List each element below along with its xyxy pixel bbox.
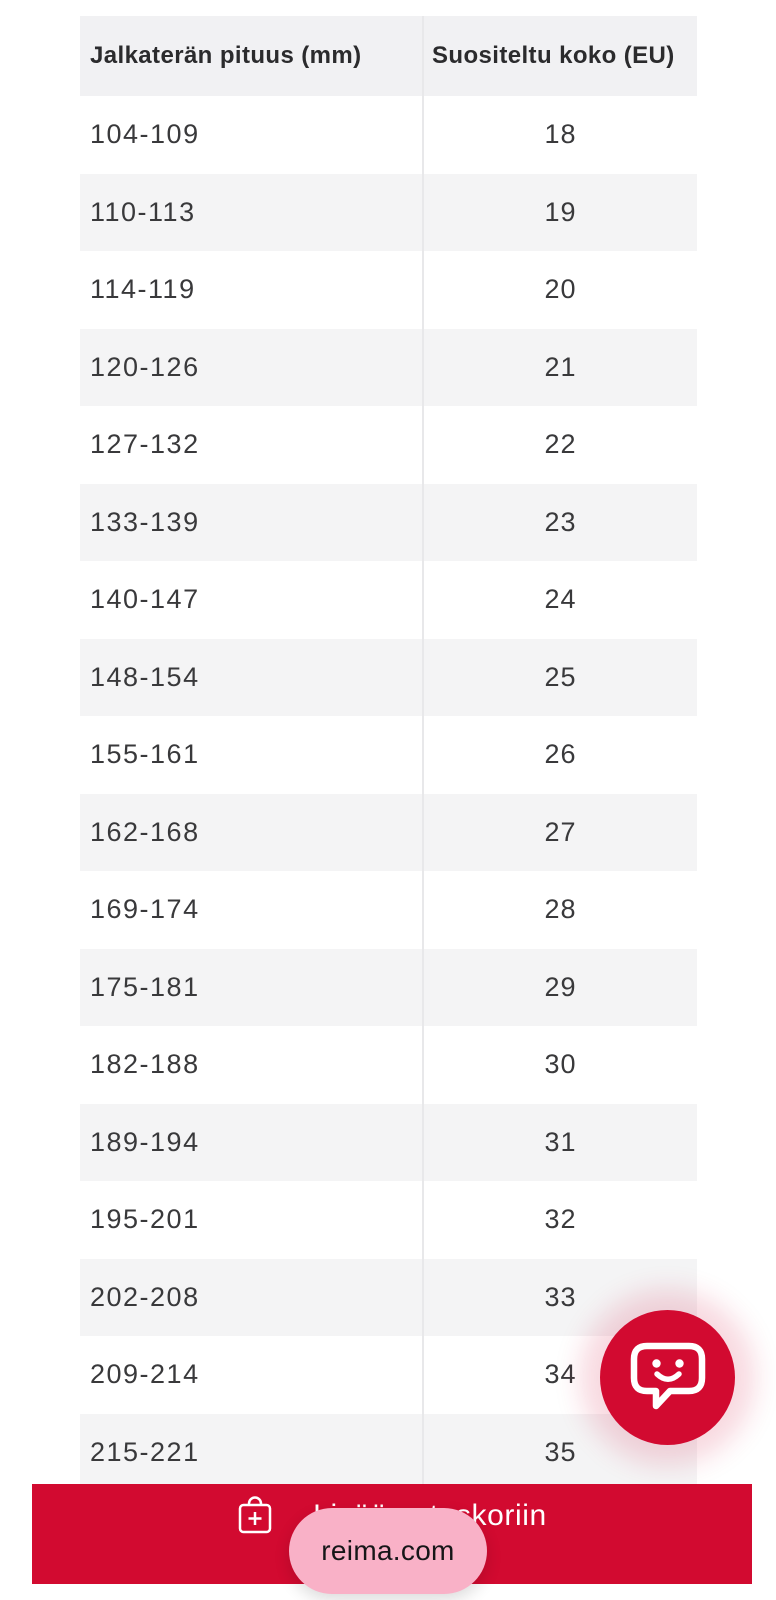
table-row: 110-113 19 [80, 173, 697, 251]
table-row: 133-139 23 [80, 483, 697, 561]
foot-length-cell: 148-154 [90, 661, 200, 692]
eu-size-cell: 18 [422, 96, 697, 174]
eu-size-cell: 33 [422, 1258, 697, 1336]
table-row: 155-161 26 [80, 716, 697, 794]
table-row: 114-119 20 [80, 251, 697, 329]
foot-length-cell: 182-188 [90, 1049, 200, 1080]
table-row: 215-221 35 [80, 1413, 697, 1491]
size-table[interactable]: Jalkaterän pituus (mm) Suositeltu koko (… [80, 16, 697, 1491]
size-table-header: Jalkaterän pituus (mm) Suositeltu koko (… [80, 16, 697, 96]
table-row: 209-214 34 [80, 1336, 697, 1414]
foot-length-cell: 133-139 [90, 506, 200, 537]
eu-size-cell: 20 [422, 251, 697, 329]
table-row: 148-154 25 [80, 638, 697, 716]
foot-length-cell: 175-181 [90, 971, 200, 1002]
header-foot-length: Jalkaterän pituus (mm) [90, 42, 362, 69]
foot-length-cell: 169-174 [90, 894, 200, 925]
foot-length-cell: 120-126 [90, 351, 200, 382]
foot-length-cell: 162-168 [90, 816, 200, 847]
table-row: 175-181 29 [80, 948, 697, 1026]
foot-length-cell: 209-214 [90, 1359, 200, 1390]
eu-size-cell: 30 [422, 1026, 697, 1104]
chat-button[interactable] [600, 1310, 735, 1445]
foot-length-cell: 114-119 [90, 274, 196, 305]
foot-length-cell: 104-109 [90, 119, 200, 150]
eu-size-cell: 28 [422, 871, 697, 949]
table-row: 169-174 28 [80, 871, 697, 949]
reima-branding-pill: reima.com [289, 1508, 487, 1594]
table-row: 162-168 27 [80, 793, 697, 871]
table-row: 195-201 32 [80, 1181, 697, 1259]
reima-branding-label: reima.com [321, 1535, 455, 1566]
eu-size-cell: 23 [422, 483, 697, 561]
eu-size-cell: 29 [422, 948, 697, 1026]
foot-length-cell: 189-194 [90, 1126, 200, 1157]
foot-length-cell: 155-161 [90, 739, 200, 770]
eu-size-cell: 26 [422, 716, 697, 794]
eu-size-cell: 27 [422, 793, 697, 871]
eu-size-cell: 35 [422, 1413, 697, 1491]
table-row: 182-188 30 [80, 1026, 697, 1104]
eu-size-cell: 19 [422, 173, 697, 251]
foot-length-cell: 127-132 [90, 429, 200, 460]
eu-size-cell: 22 [422, 406, 697, 484]
header-recommended-size: Suositeltu koko (EU) [422, 16, 697, 96]
foot-length-cell: 195-201 [90, 1204, 200, 1235]
foot-length-cell: 110-113 [90, 196, 196, 227]
table-row: 104-109 18 [80, 96, 697, 174]
table-row: 189-194 31 [80, 1103, 697, 1181]
bag-plus-icon [237, 1495, 273, 1538]
table-row: 127-132 22 [80, 406, 697, 484]
eu-size-cell: 32 [422, 1181, 697, 1259]
table-row: 140-147 24 [80, 561, 697, 639]
table-row: 120-126 21 [80, 328, 697, 406]
foot-length-cell: 202-208 [90, 1281, 200, 1312]
eu-size-cell: 31 [422, 1103, 697, 1181]
eu-size-cell: 24 [422, 561, 697, 639]
eu-size-cell: 34 [422, 1336, 697, 1414]
foot-length-cell: 140-147 [90, 584, 200, 615]
eu-size-cell: 21 [422, 328, 697, 406]
chat-smiley-bubble-icon [630, 1342, 706, 1413]
eu-size-cell: 25 [422, 638, 697, 716]
foot-length-cell: 215-221 [90, 1436, 200, 1467]
size-table-body: 104-109 18 110-113 19 114-119 20 120-126… [80, 96, 697, 1491]
table-row: 202-208 33 [80, 1258, 697, 1336]
